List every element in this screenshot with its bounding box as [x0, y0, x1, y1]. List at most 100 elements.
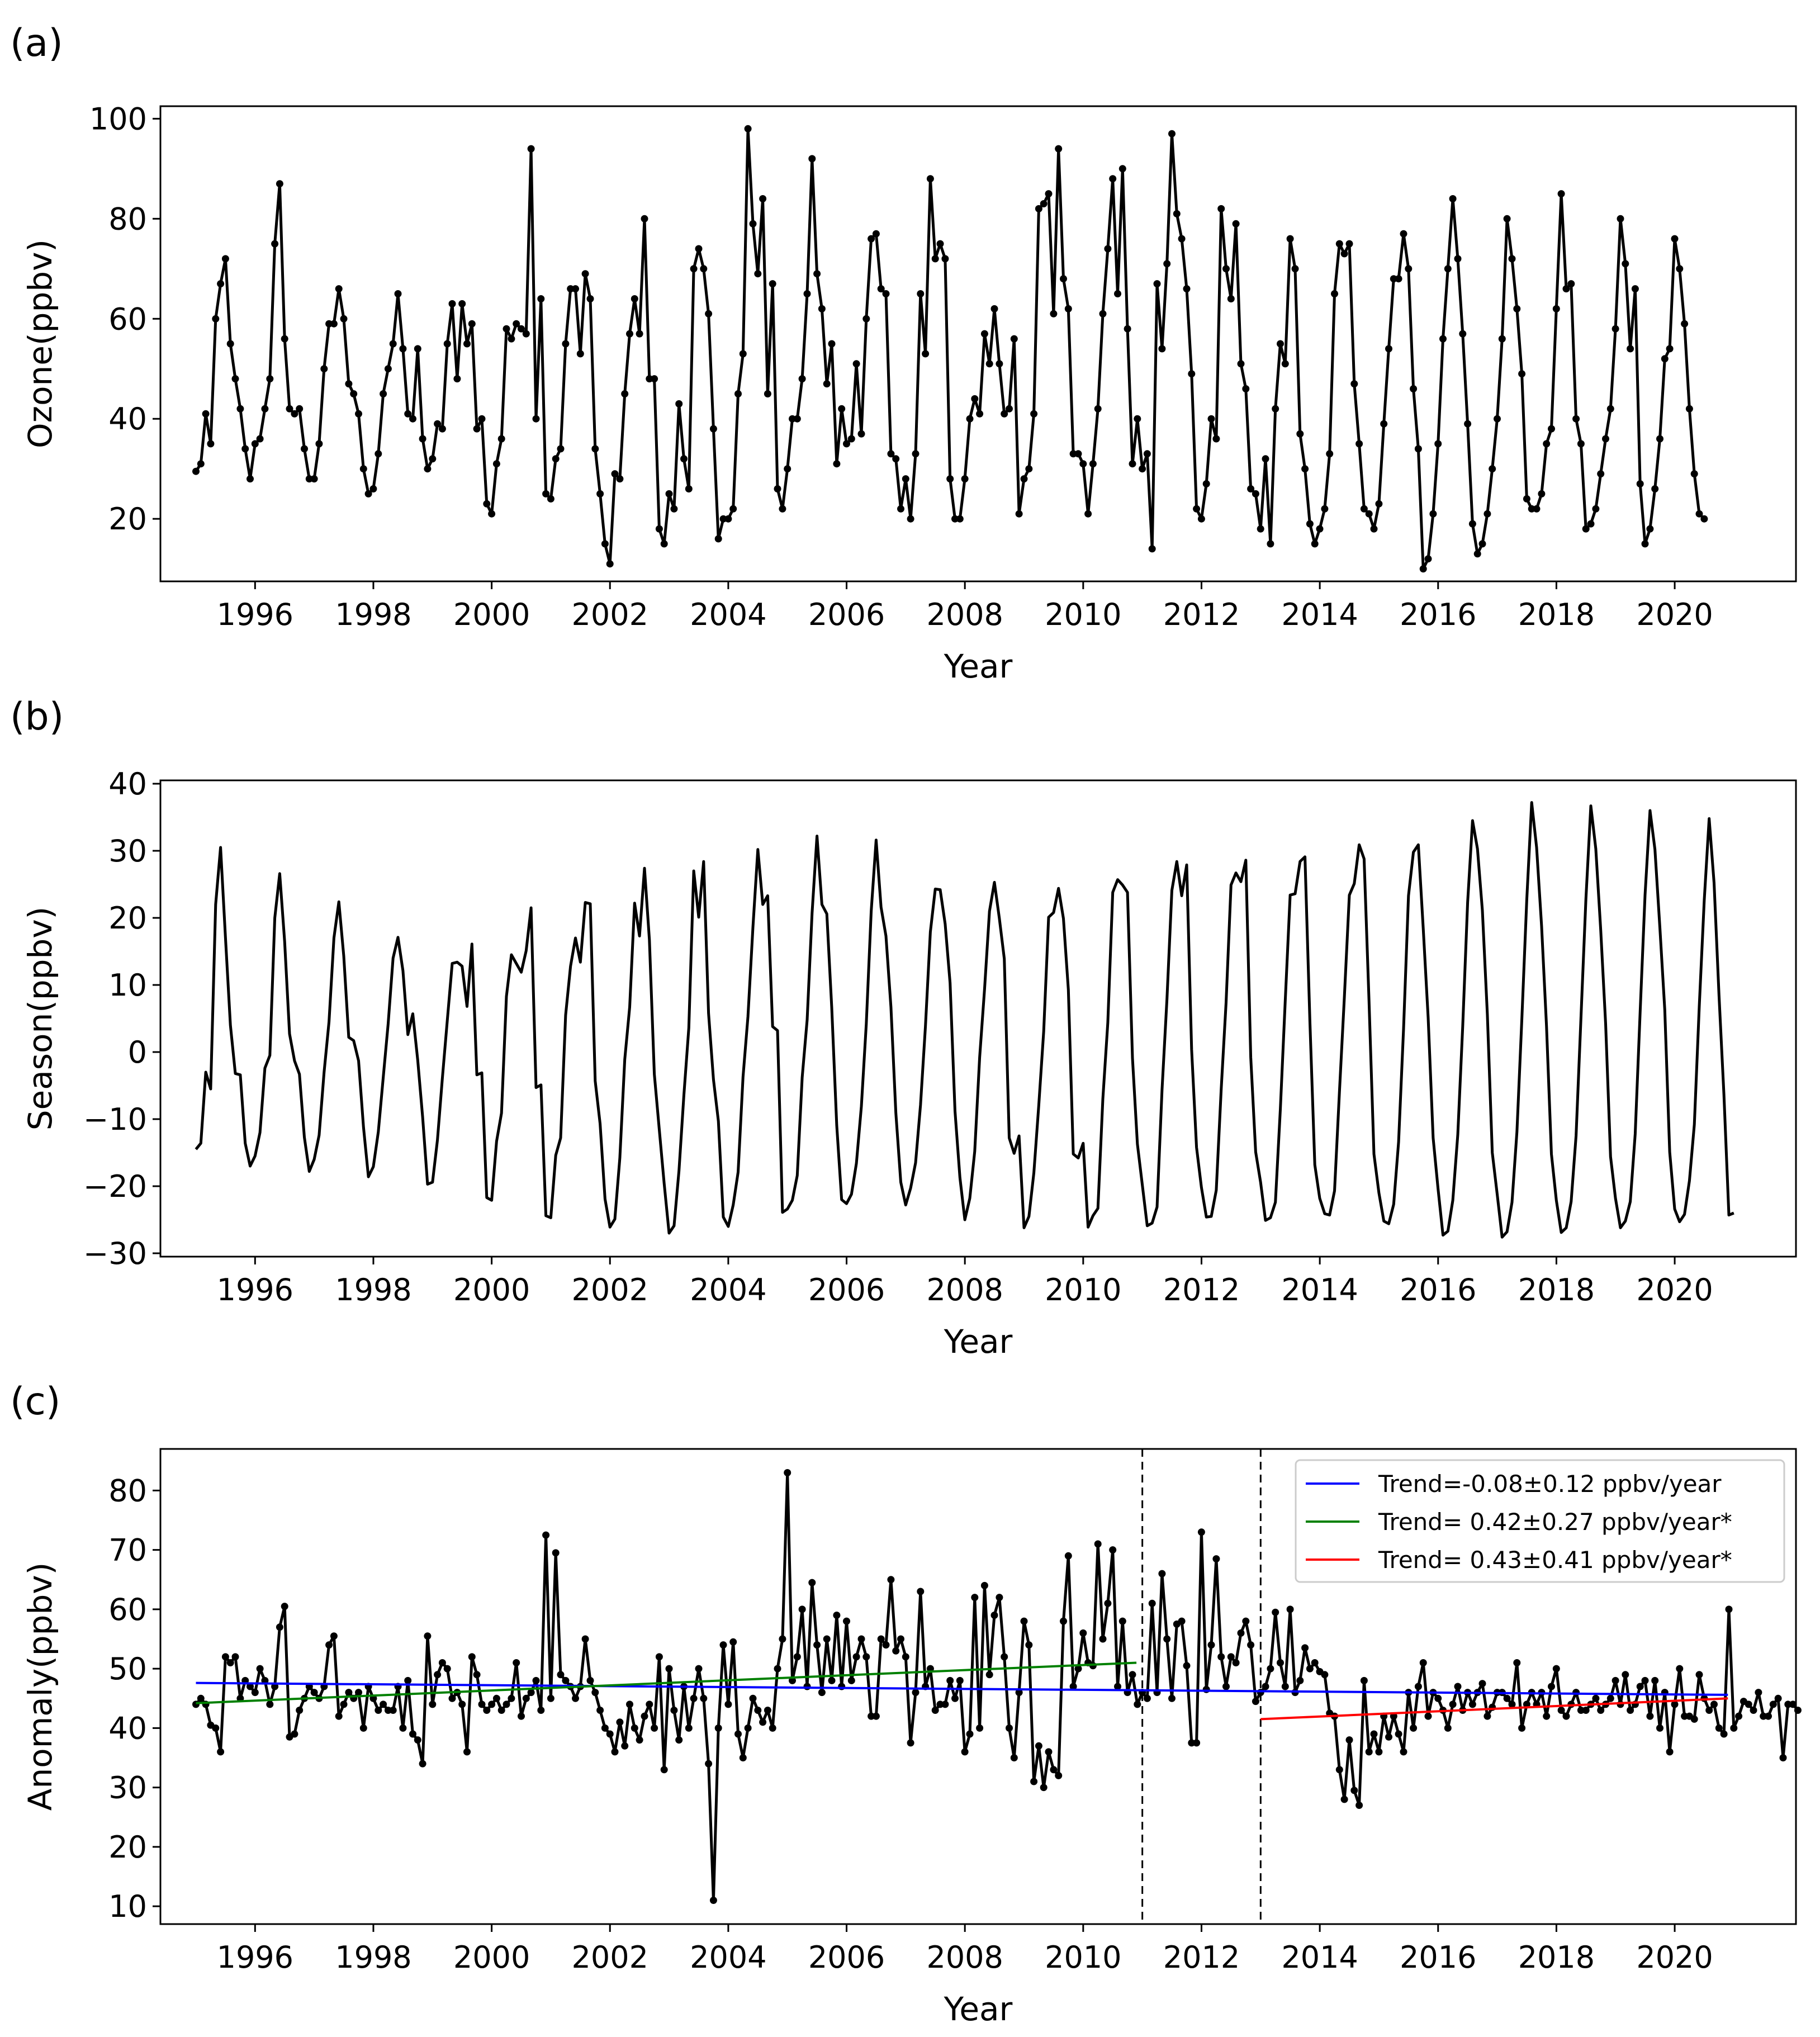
- data-point: [380, 1700, 387, 1708]
- data-point: [709, 425, 717, 433]
- data-point: [1188, 370, 1196, 378]
- data-point: [315, 440, 323, 448]
- data-point: [621, 1742, 629, 1750]
- data-point: [1577, 440, 1585, 448]
- data-point: [1449, 195, 1457, 202]
- data-point: [1636, 1683, 1644, 1690]
- data-point: [1064, 305, 1072, 312]
- data-point: [1774, 1694, 1782, 1702]
- data-point: [1676, 265, 1684, 273]
- data-point: [1257, 1689, 1264, 1697]
- data-point: [1148, 1599, 1156, 1607]
- data-point: [739, 1754, 747, 1761]
- data-point: [463, 1748, 471, 1756]
- data-point: [1168, 1694, 1176, 1702]
- data-point: [1552, 1665, 1560, 1673]
- data-point: [779, 1635, 786, 1643]
- data-point: [744, 125, 752, 132]
- data-point: [1582, 525, 1590, 533]
- data-point: [601, 540, 609, 548]
- data-point: [1114, 290, 1121, 297]
- data-point: [409, 415, 416, 423]
- series-line: [195, 801, 1734, 1239]
- panel-c: (c)1996 1998 2000 2002 2004 2006 2008 2010 2012 2…: [10, 1380, 1802, 2028]
- data-point: [857, 430, 865, 438]
- data-point: [557, 1671, 565, 1679]
- data-point: [1104, 245, 1112, 253]
- data-point: [1410, 385, 1418, 392]
- data-point: [636, 330, 643, 338]
- data-point: [793, 1653, 801, 1661]
- data-point: [1548, 425, 1555, 433]
- data-point: [1612, 1676, 1619, 1684]
- data-point: [803, 290, 811, 297]
- data-point: [1202, 480, 1210, 487]
- data-point: [552, 455, 560, 463]
- data-point: [453, 375, 461, 383]
- data-point: [1020, 475, 1028, 483]
- data-point: [695, 245, 703, 253]
- x-tick-label: 2014: [1281, 597, 1358, 632]
- data-point: [310, 1689, 318, 1697]
- data-point: [310, 475, 318, 483]
- x-tick-label: 1998: [335, 1272, 411, 1308]
- data-point: [1395, 275, 1402, 283]
- data-point: [670, 505, 678, 513]
- data-point: [1232, 1659, 1240, 1666]
- data-point: [907, 1739, 914, 1747]
- data-point: [1074, 450, 1082, 458]
- data-point: [636, 1736, 643, 1744]
- data-point: [1562, 285, 1570, 293]
- data-point: [946, 1676, 954, 1684]
- x-tick-label: 2002: [572, 1940, 648, 1975]
- data-point: [409, 1730, 416, 1738]
- data-point: [1267, 1665, 1274, 1673]
- data-point: [1750, 1707, 1757, 1714]
- data-point: [591, 1689, 599, 1697]
- data-point: [793, 415, 801, 423]
- y-tick-label: −10: [83, 1102, 147, 1137]
- data-point: [1602, 435, 1609, 443]
- data-point: [1400, 1748, 1407, 1756]
- data-point: [872, 230, 880, 238]
- data-point: [1153, 280, 1161, 288]
- data-point: [690, 265, 698, 273]
- legend-entry: Trend=-0.08±0.12 ppbv/year: [1378, 1470, 1722, 1498]
- data-point: [330, 1632, 338, 1640]
- data-point: [1217, 205, 1225, 212]
- data-point: [296, 1707, 304, 1714]
- data-point: [1001, 1653, 1008, 1661]
- data-point: [1671, 1700, 1679, 1708]
- data-point: [700, 1694, 708, 1702]
- panel-label: (c): [10, 1380, 60, 1424]
- data-point: [1207, 415, 1215, 423]
- data-point: [1055, 1771, 1063, 1779]
- data-point: [695, 1665, 703, 1673]
- data-point: [518, 325, 525, 333]
- data-point: [902, 475, 909, 483]
- data-point: [1548, 1683, 1555, 1690]
- data-point: [1139, 465, 1146, 473]
- y-tick-label: 30: [108, 833, 147, 869]
- data-point: [1178, 235, 1186, 243]
- data-point: [956, 515, 964, 523]
- data-point: [852, 1653, 860, 1661]
- data-point: [868, 235, 875, 243]
- data-point: [1257, 525, 1264, 533]
- data-point: [828, 1676, 836, 1684]
- x-tick-label: 2014: [1281, 1940, 1358, 1975]
- data-point: [1094, 405, 1102, 413]
- data-point: [532, 415, 540, 423]
- data-point: [1006, 405, 1013, 413]
- x-axis-label: Year: [944, 647, 1013, 685]
- data-point: [251, 1689, 259, 1697]
- data-point: [744, 1724, 752, 1732]
- data-point: [1370, 1730, 1378, 1738]
- data-point: [734, 390, 742, 397]
- data-point: [562, 340, 570, 348]
- data-point: [754, 270, 762, 278]
- data-point: [1666, 1748, 1674, 1756]
- data-point: [1301, 1644, 1309, 1652]
- data-point: [537, 295, 545, 302]
- data-point: [296, 405, 304, 413]
